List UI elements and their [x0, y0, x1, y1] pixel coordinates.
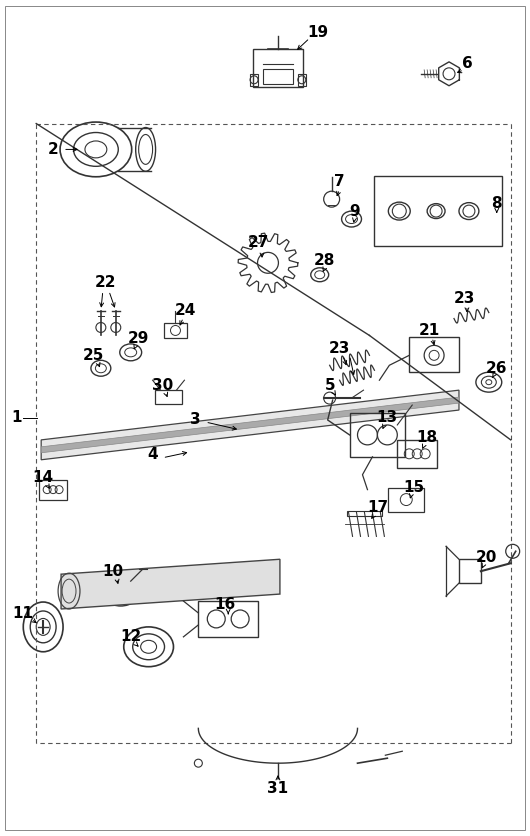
Bar [350, 413, 405, 456]
Text: 29: 29 [128, 331, 149, 346]
Text: 13: 13 [377, 410, 398, 426]
Text: 5: 5 [324, 378, 335, 393]
Polygon shape [41, 390, 459, 460]
Bar [388, 487, 424, 512]
Text: 6: 6 [462, 56, 472, 71]
Text: 4: 4 [147, 447, 158, 462]
Bar [298, 74, 306, 86]
Bar [250, 74, 258, 86]
Text: 7: 7 [334, 174, 345, 189]
Bar [398, 440, 437, 467]
Text: 20: 20 [476, 550, 498, 565]
Text: 11: 11 [13, 606, 34, 621]
Text: 31: 31 [267, 781, 288, 796]
Polygon shape [41, 397, 459, 453]
Bar [374, 176, 502, 246]
Bar [459, 559, 481, 584]
Text: 18: 18 [417, 431, 438, 446]
Bar [347, 511, 382, 517]
Text: 19: 19 [307, 24, 328, 39]
Text: 23: 23 [329, 341, 350, 356]
Text: 3: 3 [190, 412, 201, 427]
Text: 25: 25 [83, 348, 104, 363]
Text: 22: 22 [95, 275, 117, 290]
Text: 17: 17 [367, 500, 388, 515]
Text: 9: 9 [349, 204, 360, 218]
Bar [409, 338, 459, 372]
Bar [253, 49, 303, 87]
Text: 8: 8 [491, 196, 502, 211]
Text: 12: 12 [120, 630, 142, 645]
Text: 15: 15 [404, 480, 425, 495]
Bar [198, 601, 258, 637]
Text: 28: 28 [314, 253, 335, 268]
Text: 24: 24 [175, 303, 196, 318]
Text: 14: 14 [33, 470, 54, 485]
Polygon shape [61, 559, 280, 609]
Bar [263, 69, 293, 84]
Bar [155, 390, 182, 404]
Text: 26: 26 [486, 361, 508, 375]
Text: 30: 30 [152, 378, 173, 393]
Text: 21: 21 [419, 323, 440, 338]
Text: 1: 1 [11, 410, 22, 426]
Text: 23: 23 [453, 291, 475, 306]
Text: 16: 16 [215, 597, 236, 611]
Text: 2: 2 [48, 142, 58, 157]
Bar [164, 323, 188, 339]
Text: 27: 27 [248, 236, 269, 251]
Text: 10: 10 [102, 563, 123, 579]
Bar [39, 480, 67, 500]
